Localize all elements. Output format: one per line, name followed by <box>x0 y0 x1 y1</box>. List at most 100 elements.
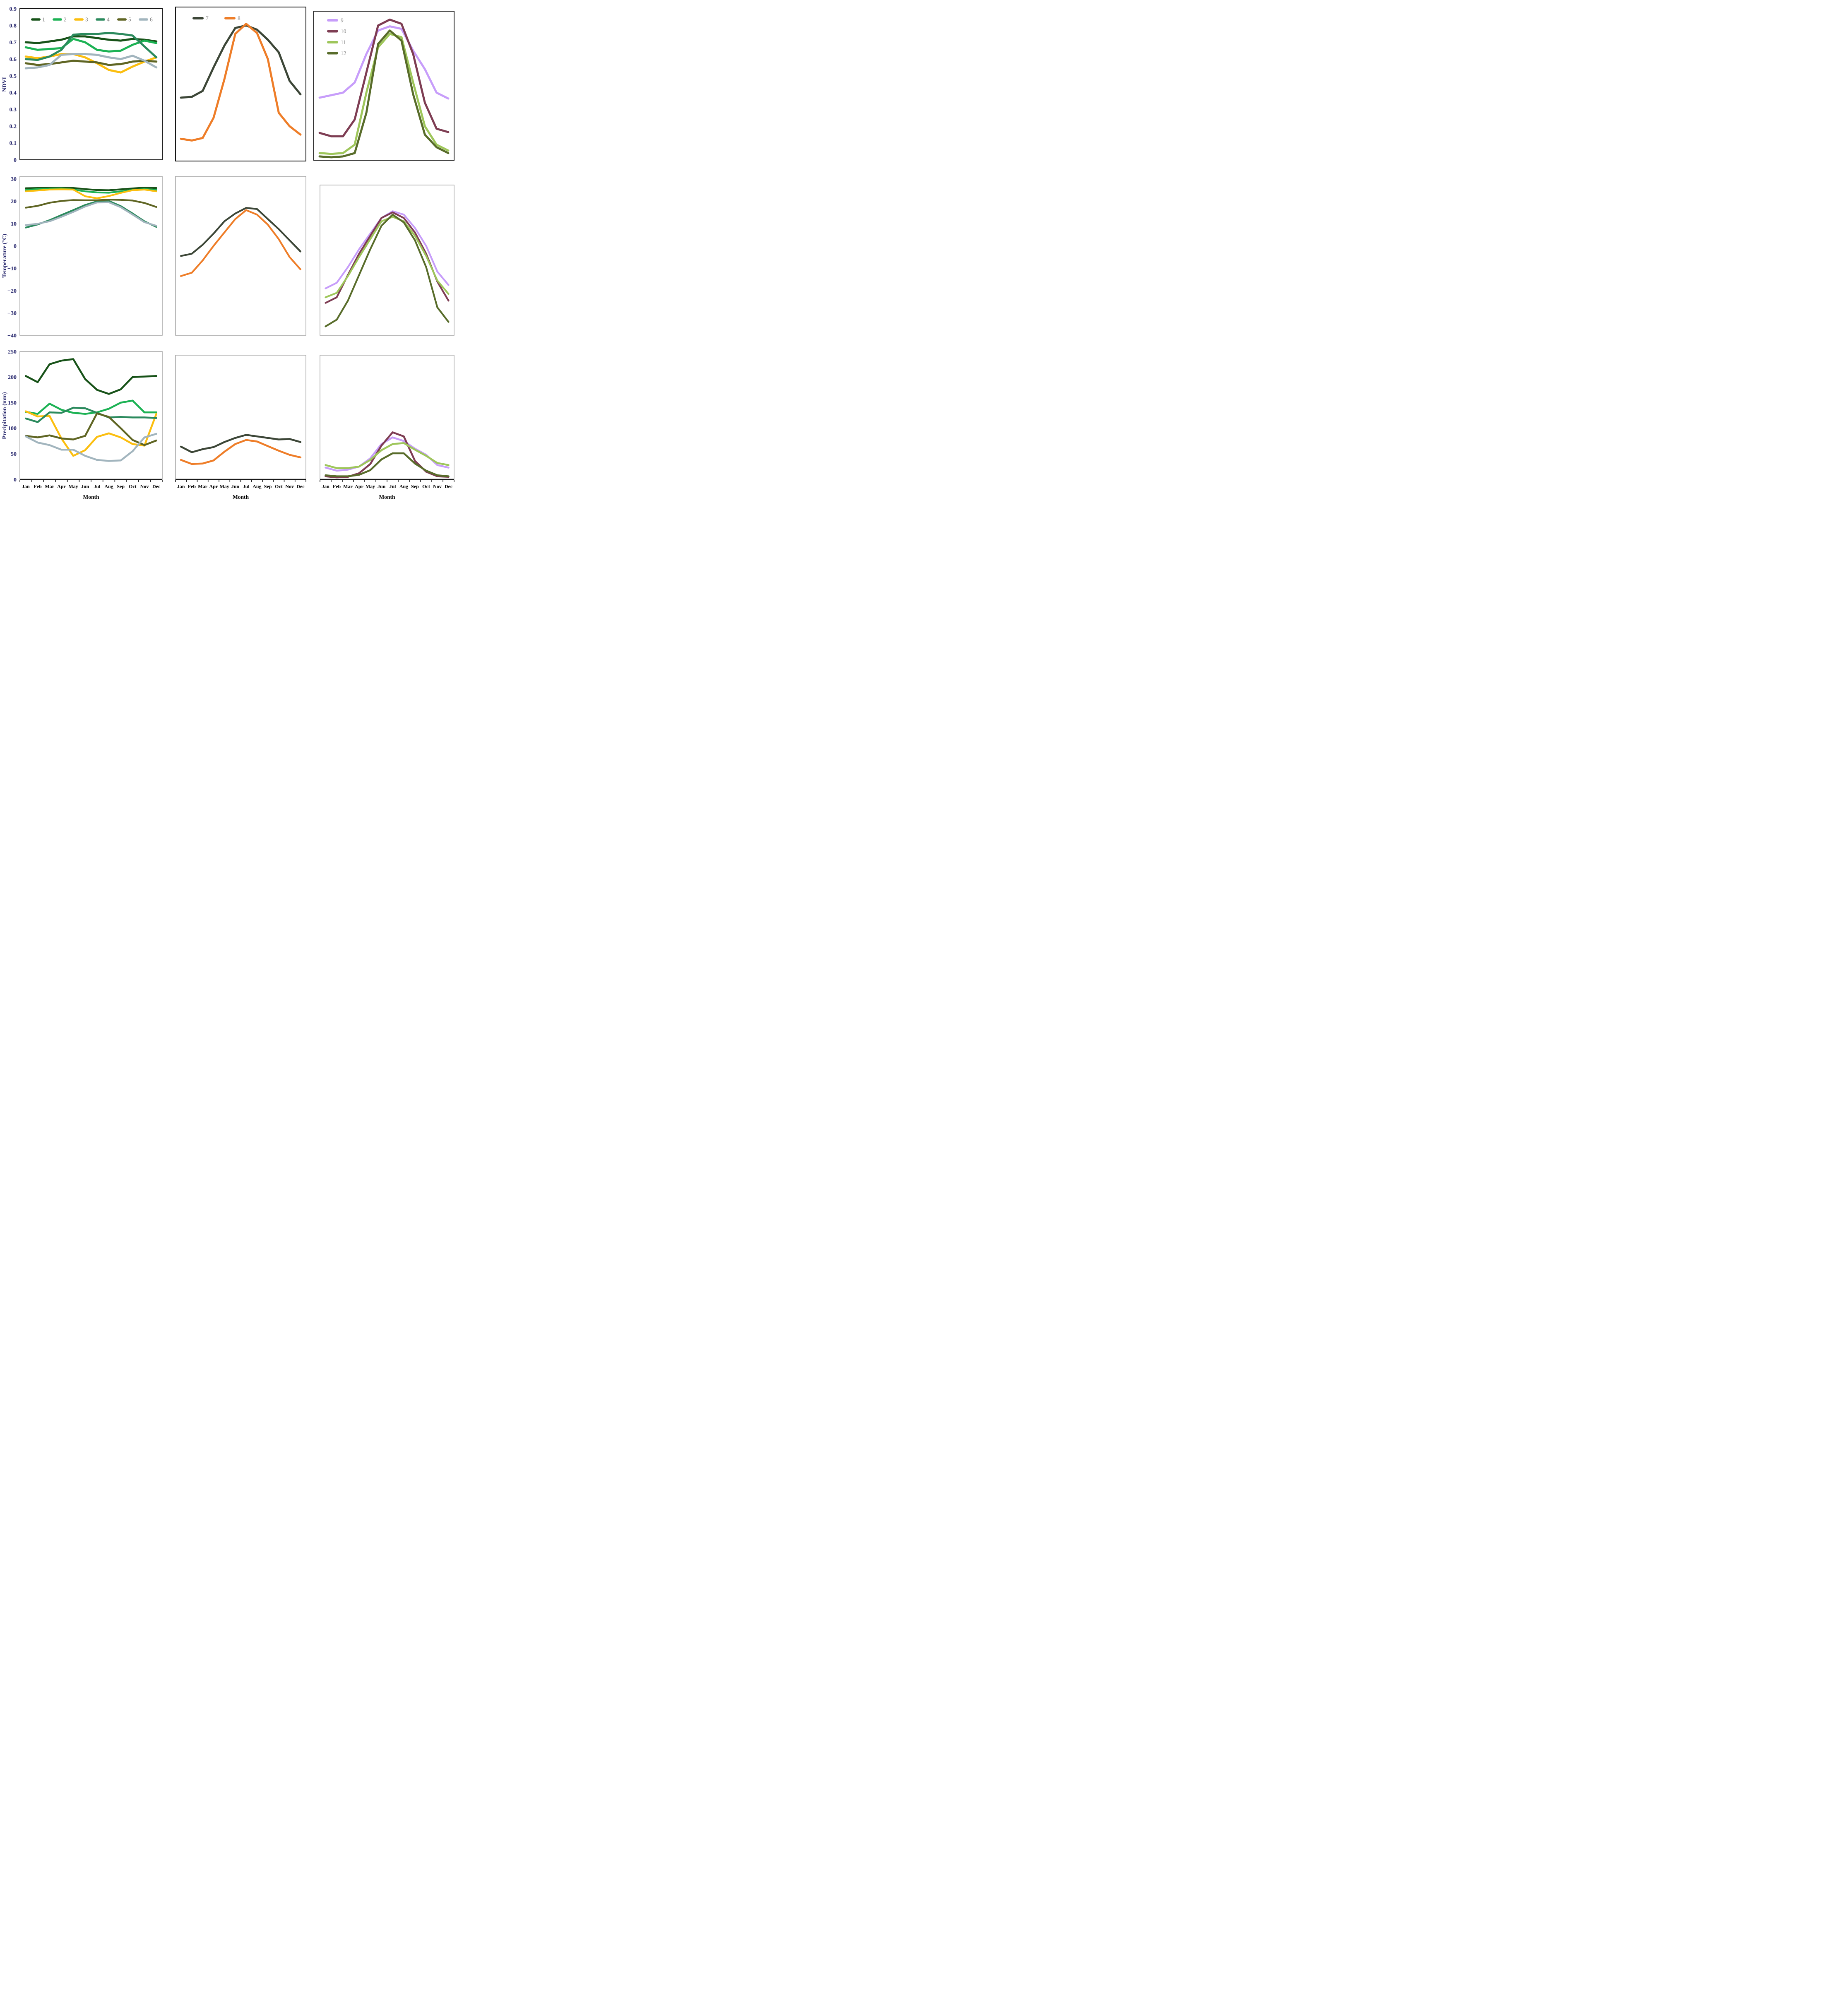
xtick-jul: Jul <box>389 484 396 489</box>
series-group-temp-mid <box>180 207 302 277</box>
legend-swatch-12 <box>327 52 338 55</box>
xtick-sep: Sep <box>117 484 125 489</box>
series-line-11 <box>318 33 450 155</box>
ytick-−10: −10 <box>7 266 17 272</box>
legend-swatch-9 <box>327 19 338 22</box>
series-line-3 <box>25 188 157 200</box>
legend-label-7: 7 <box>206 15 209 22</box>
ytick-0.9: 0.9 <box>10 6 17 12</box>
ytick-10: 10 <box>11 221 17 227</box>
chart-temp-left: 30 20 10 0 −10 −20 −30 −40 Temperature (°C) <box>2 176 163 339</box>
series-line-2 <box>24 38 158 53</box>
ytick-150: 150 <box>8 400 17 406</box>
x-axis-title-precip-mid: Month <box>233 494 249 500</box>
chart-precip-left: Jan Feb Mar Apr May Jun Jul Aug Sep Oct Nov Dec Mont… <box>2 349 163 500</box>
series-group-ndvi-mid <box>180 23 302 142</box>
legend-label-8: 8 <box>238 15 241 22</box>
series-line-12 <box>325 214 450 327</box>
ytick-0.8: 0.8 <box>10 23 17 29</box>
series-group-temp-left <box>25 187 157 229</box>
xtick-apr: Apr <box>355 484 363 489</box>
ytick-0.5: 0.5 <box>10 73 17 79</box>
series-line-9 <box>325 210 450 289</box>
ytick-0.3: 0.3 <box>10 107 17 113</box>
series-line-5 <box>24 60 158 66</box>
plot-border-ndvi-right <box>313 11 455 161</box>
xtick-jan: Jan <box>322 484 329 489</box>
xtick-oct: Oct <box>129 484 137 489</box>
legend-swatch-3 <box>74 18 84 21</box>
series-group-temp-right <box>325 210 450 327</box>
y-axis-title-temp-left: Temperature (°C) <box>2 234 8 278</box>
ytick-30: 30 <box>11 176 17 183</box>
xtick-jun: Jun <box>378 484 386 489</box>
xtick-mar: Mar <box>343 484 353 489</box>
series-line-10 <box>325 211 450 304</box>
legend-label-4: 4 <box>107 17 110 23</box>
legend-swatch-5 <box>117 18 127 21</box>
xtick-oct: Oct <box>275 484 283 489</box>
legend-swatch-4 <box>96 18 105 21</box>
ytick-50: 50 <box>11 451 17 457</box>
series-line-10 <box>318 18 450 137</box>
series-line-6 <box>24 53 158 70</box>
xtick-sep: Sep <box>411 484 419 489</box>
xtick-feb: Feb <box>333 484 341 489</box>
legend-ndvi-right: 9 10 11 12 <box>327 17 346 56</box>
xtick-oct: Oct <box>422 484 430 489</box>
xtick-sep: Sep <box>264 484 272 489</box>
series-line-2 <box>25 399 157 415</box>
legend-swatch-10 <box>327 30 338 33</box>
ytick-−40: −40 <box>7 333 17 339</box>
series-line-8 <box>180 23 302 142</box>
y-axis-title-ndvi-left: NDVI <box>2 77 8 92</box>
series-line-8 <box>180 439 302 465</box>
series-group-precip-left <box>25 358 157 462</box>
chart-precip-right: Jan Feb Mar Apr May Jun Jul Aug Sep Oct Nov Dec Mont… <box>320 355 455 500</box>
series-line-12 <box>318 29 450 159</box>
series-line-1 <box>25 358 157 395</box>
series-line-4 <box>25 407 157 423</box>
plot-border-precip-mid <box>175 355 306 480</box>
legend-label-12: 12 <box>341 50 346 56</box>
xtick-mar: Mar <box>198 484 207 489</box>
series-line-4 <box>24 32 158 61</box>
ytick-200: 200 <box>8 375 17 381</box>
xtick-jul: Jul <box>94 484 101 489</box>
chart-precip-mid: Jan Feb Mar Apr May Jun Jul Aug Sep Oct Nov Dec Mont… <box>175 355 306 500</box>
xtick-dec: Dec <box>296 484 305 489</box>
ytick-−30: −30 <box>7 310 17 317</box>
legend-label-11: 11 <box>341 39 346 46</box>
xtick-dec: Dec <box>152 484 161 489</box>
xtick-nov: Nov <box>433 484 442 489</box>
legend-label-3: 3 <box>85 17 88 23</box>
xtick-apr: Apr <box>57 484 66 489</box>
plot-border-temp-right <box>320 185 455 336</box>
ytick-0.7: 0.7 <box>10 40 17 46</box>
xtick-apr: Apr <box>209 484 218 489</box>
series-line-5 <box>25 412 157 446</box>
ytick-100: 100 <box>8 426 17 432</box>
series-group-ndvi-right <box>318 18 450 159</box>
ytick-0.4: 0.4 <box>10 90 17 96</box>
legend-label-10: 10 <box>341 28 346 34</box>
xtick-nov: Nov <box>285 484 294 489</box>
series-line-12 <box>325 452 450 477</box>
xtick-aug: Aug <box>104 484 113 489</box>
xtick-aug: Aug <box>253 484 261 489</box>
xtick-jul: Jul <box>243 484 250 489</box>
xtick-nov: Nov <box>140 484 149 489</box>
legend-swatch-1 <box>31 18 41 21</box>
series-line-3 <box>25 410 157 457</box>
x-axis-title-precip-left: Month <box>83 494 99 500</box>
series-group-precip-right <box>325 431 450 479</box>
series-line-8 <box>180 209 302 277</box>
y-axis-title-precip-left: Precipitation (mm) <box>2 392 8 439</box>
ytick-20: 20 <box>11 199 17 205</box>
series-line-7 <box>180 207 302 257</box>
plot-border-temp-left <box>19 176 163 336</box>
xtick-mar: Mar <box>45 484 54 489</box>
legend-swatch-8 <box>224 17 236 19</box>
